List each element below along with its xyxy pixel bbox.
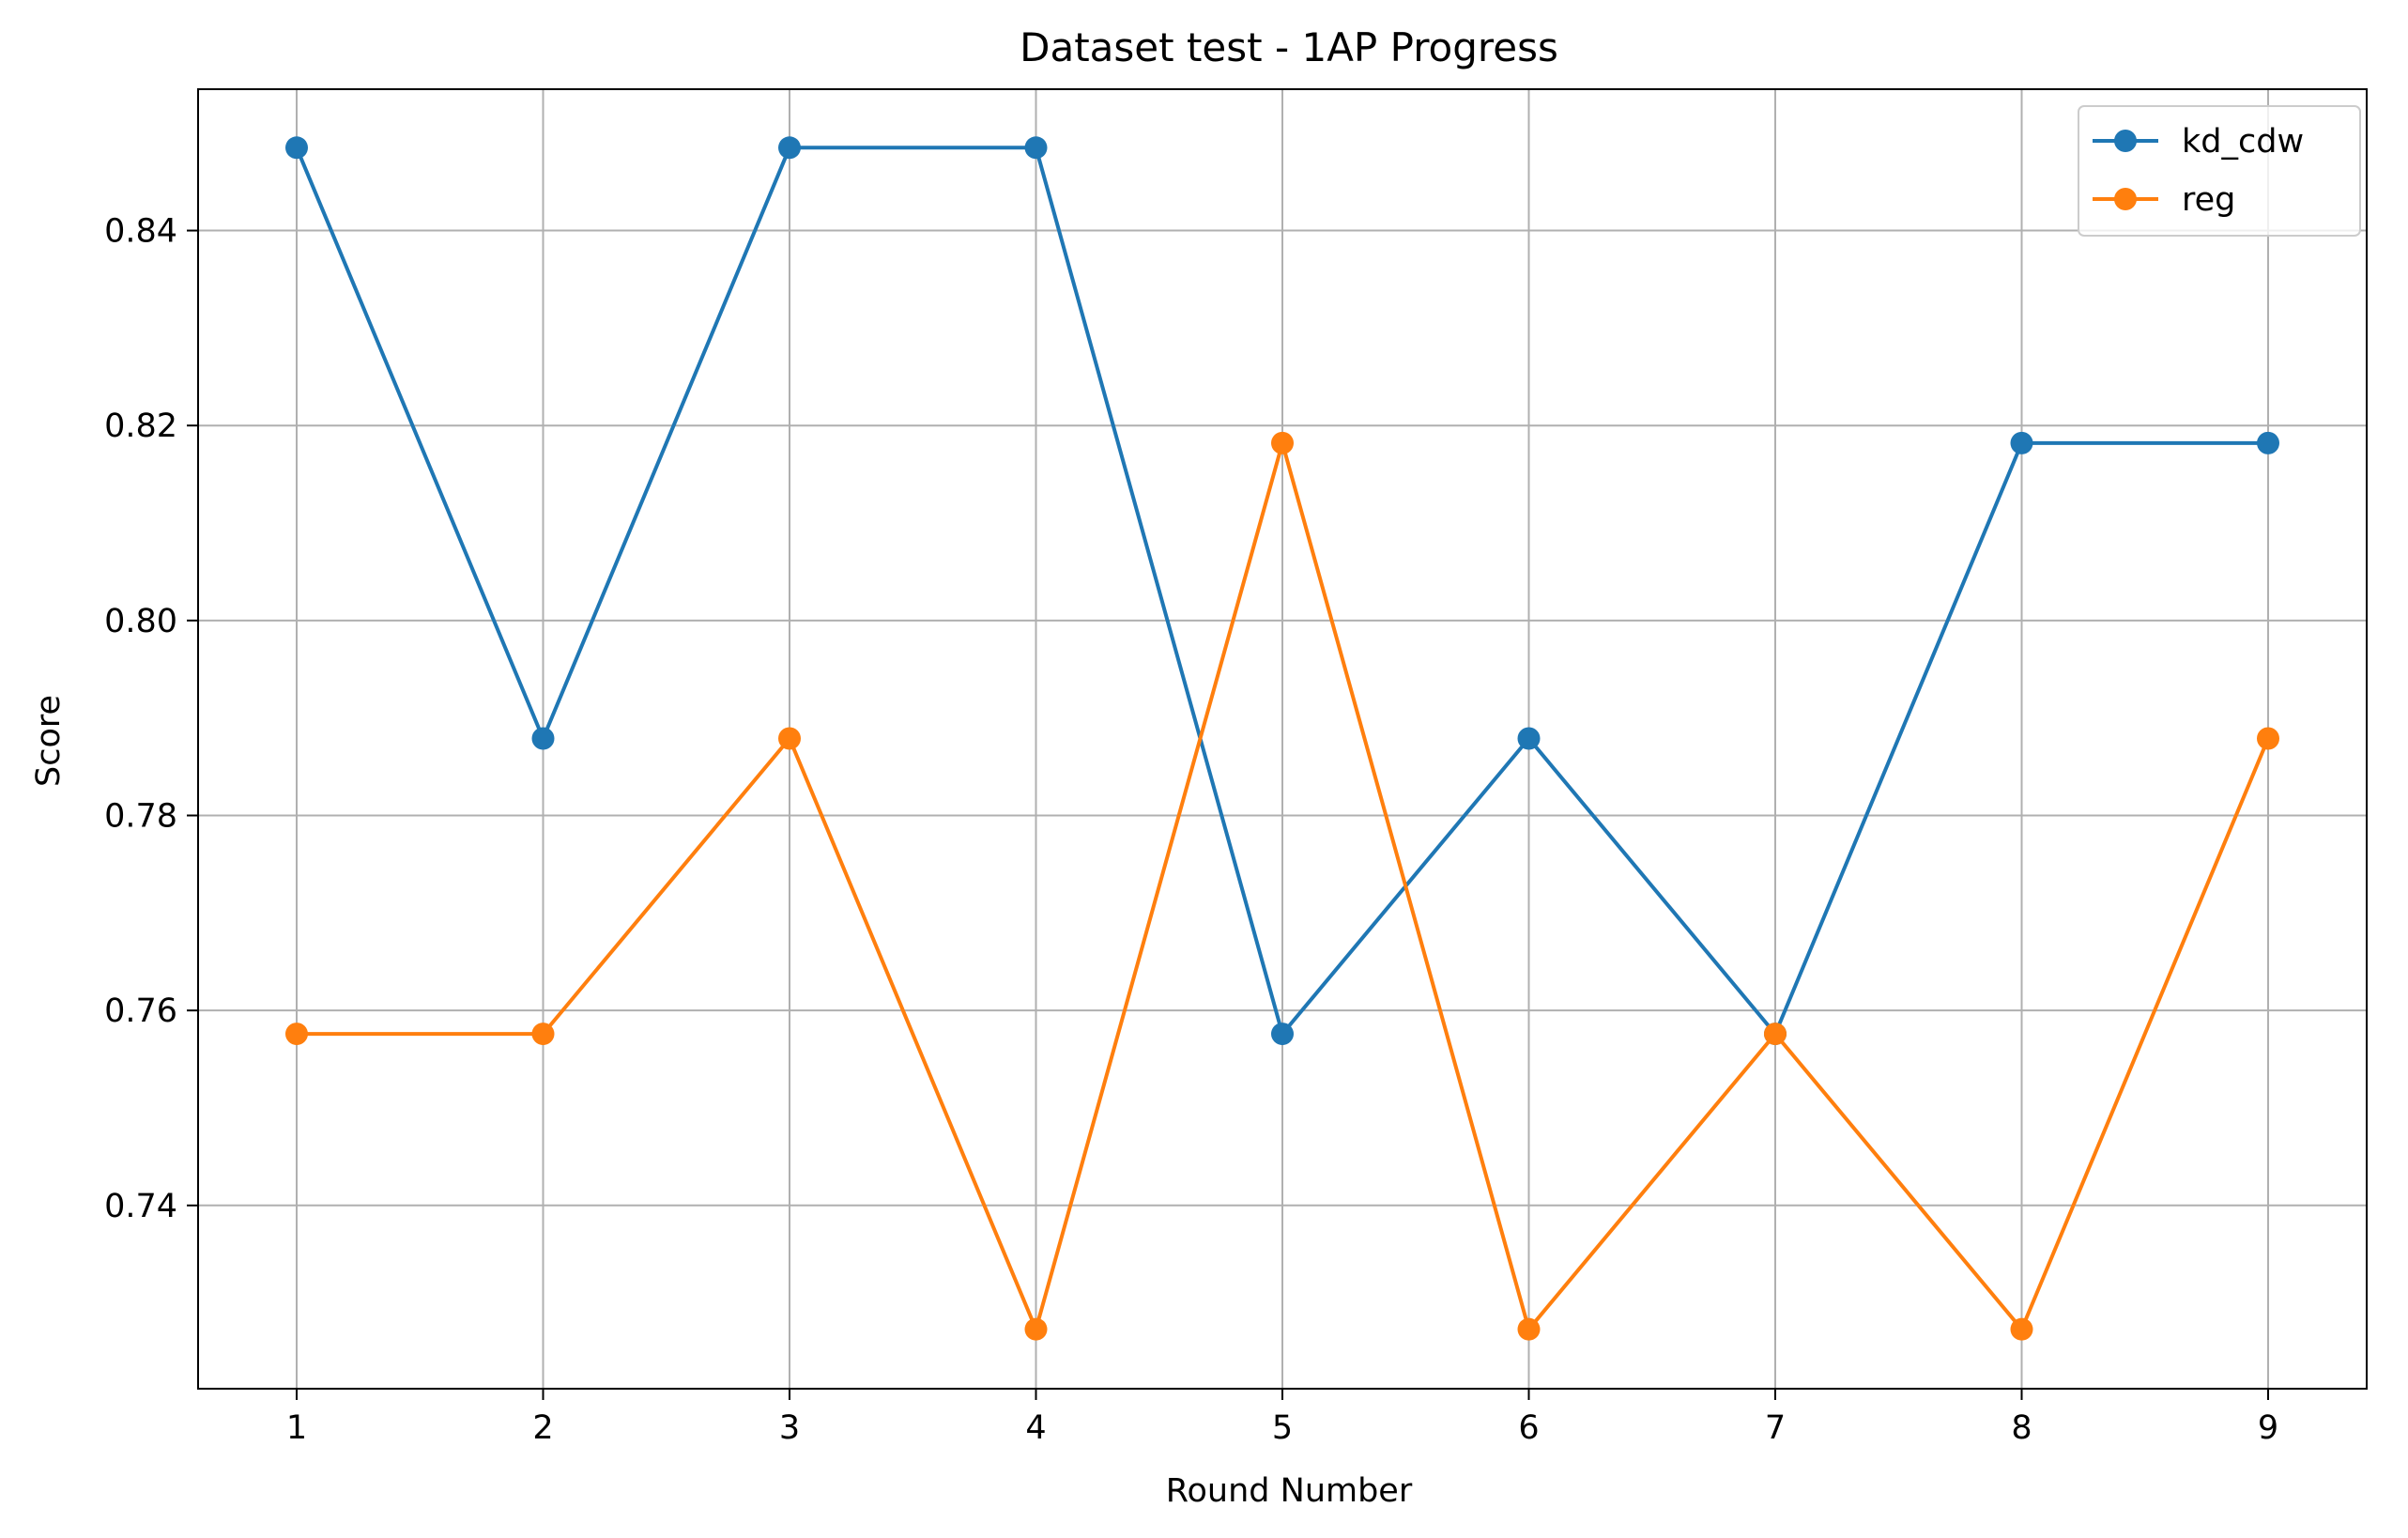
y-tick-label: 0.74: [104, 1188, 177, 1225]
data-point-kd_cdw: [1024, 136, 1048, 160]
x-tick-label: 8: [2011, 1409, 2032, 1447]
legend-item-reg: reg: [2093, 181, 2235, 219]
y-tick-label: 0.82: [104, 408, 177, 445]
chart-title: Dataset test - 1AP Progress: [1020, 24, 1558, 70]
y-tick-label: 0.80: [104, 603, 177, 640]
data-point-kd_cdw: [2257, 431, 2279, 454]
y-tick-label: 0.76: [104, 992, 177, 1030]
data-point-reg: [778, 727, 801, 750]
x-tick-label: 9: [2258, 1409, 2278, 1447]
data-point-kd_cdw: [531, 727, 555, 750]
legend-box: [2078, 105, 2361, 237]
data-point-reg: [1024, 1317, 1048, 1341]
x-tick-label: 6: [1518, 1409, 1539, 1447]
x-tick-label: 5: [1272, 1409, 1293, 1447]
legend-label: reg: [2182, 181, 2235, 219]
data-point-reg: [531, 1023, 555, 1046]
data-point-reg: [1271, 431, 1294, 454]
legend-item-kd_cdw: kd_cdw: [2093, 123, 2304, 161]
data-point-kd_cdw: [778, 136, 801, 160]
x-tick-label: 2: [532, 1409, 553, 1447]
x-tick-label: 4: [1025, 1409, 1046, 1447]
data-point-reg: [1517, 1317, 1541, 1341]
series-layer: [285, 136, 2279, 1341]
y-axis-title: Score: [30, 695, 68, 787]
data-point-kd_cdw: [285, 136, 308, 160]
x-tick-label: 7: [1765, 1409, 1786, 1447]
data-point-kd_cdw: [1271, 1023, 1294, 1046]
x-axis-title: Round Number: [1166, 1472, 1413, 1510]
data-point-kd_cdw: [1517, 727, 1541, 750]
data-point-reg: [2257, 727, 2279, 750]
data-point-kd_cdw: [2010, 431, 2033, 454]
legend-swatch-marker: [2114, 188, 2137, 210]
data-point-reg: [285, 1023, 308, 1046]
x-tick-label: 1: [286, 1409, 307, 1447]
series-reg: [285, 431, 2279, 1341]
y-tick-label: 0.84: [104, 213, 177, 251]
y-tick-label: 0.78: [104, 798, 177, 836]
data-point-reg: [1764, 1023, 1787, 1046]
x-tick-label: 3: [779, 1409, 800, 1447]
grid: [198, 89, 2367, 1389]
axis-ticks: 1 2 3 4 5 6 7 8 9 0.74 0.76 0.78 0.80 0.82 0.84: [104, 213, 2278, 1447]
data-point-reg: [2010, 1317, 2033, 1341]
legend-swatch-marker: [2114, 130, 2137, 152]
legend-label: kd_cdw: [2182, 123, 2304, 161]
